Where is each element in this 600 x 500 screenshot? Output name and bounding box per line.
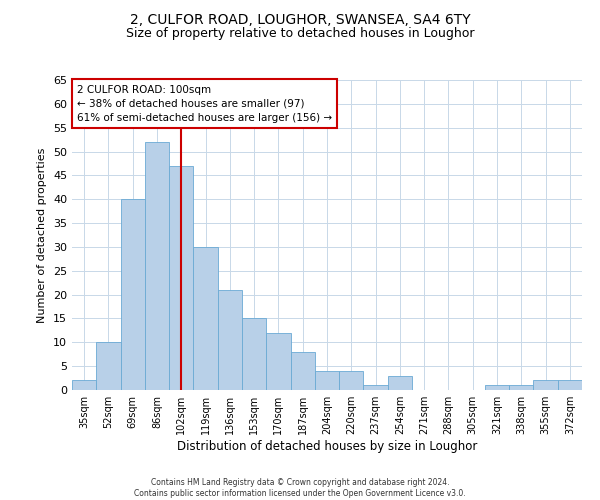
Bar xyxy=(290,352,315,390)
Bar xyxy=(364,385,388,390)
Bar xyxy=(509,385,533,390)
Text: 2 CULFOR ROAD: 100sqm
← 38% of detached houses are smaller (97)
61% of semi-deta: 2 CULFOR ROAD: 100sqm ← 38% of detached … xyxy=(77,84,332,122)
Bar xyxy=(96,342,121,390)
X-axis label: Distribution of detached houses by size in Loughor: Distribution of detached houses by size … xyxy=(177,440,477,453)
Text: 2, CULFOR ROAD, LOUGHOR, SWANSEA, SA4 6TY: 2, CULFOR ROAD, LOUGHOR, SWANSEA, SA4 6T… xyxy=(130,12,470,26)
Bar xyxy=(193,247,218,390)
Bar xyxy=(145,142,169,390)
Bar xyxy=(218,290,242,390)
Text: Size of property relative to detached houses in Loughor: Size of property relative to detached ho… xyxy=(126,28,474,40)
Bar xyxy=(315,371,339,390)
Bar xyxy=(558,380,582,390)
Bar xyxy=(169,166,193,390)
Y-axis label: Number of detached properties: Number of detached properties xyxy=(37,148,47,322)
Bar xyxy=(266,333,290,390)
Bar xyxy=(121,199,145,390)
Bar xyxy=(339,371,364,390)
Bar xyxy=(242,318,266,390)
Bar xyxy=(533,380,558,390)
Bar xyxy=(388,376,412,390)
Bar xyxy=(72,380,96,390)
Text: Contains HM Land Registry data © Crown copyright and database right 2024.
Contai: Contains HM Land Registry data © Crown c… xyxy=(134,478,466,498)
Bar xyxy=(485,385,509,390)
